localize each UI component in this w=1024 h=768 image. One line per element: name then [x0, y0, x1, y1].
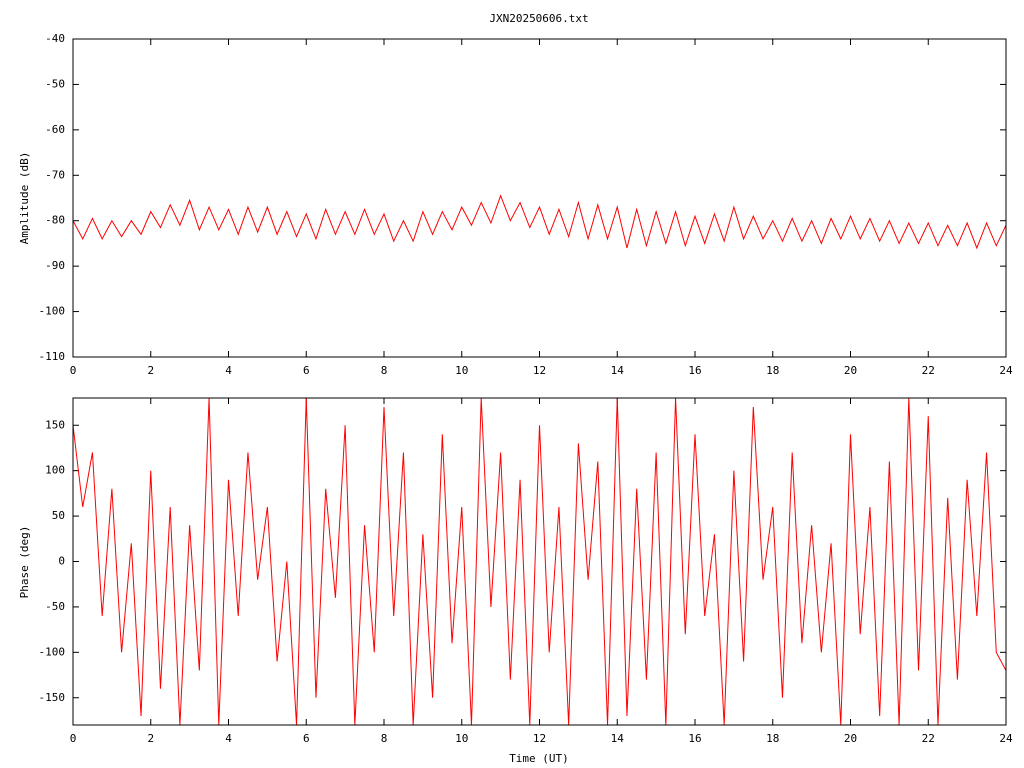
y-tick-label: -50 [45, 600, 65, 613]
x-tick-label: 2 [147, 364, 154, 377]
data-line [73, 398, 1006, 725]
x-tick-label: 14 [611, 732, 625, 745]
y-tick-label: -90 [45, 259, 65, 272]
x-tick-label: 20 [844, 364, 857, 377]
x-tick-label: 6 [303, 732, 310, 745]
y-axis-label: Phase (deg) [18, 526, 31, 599]
x-tick-label: 0 [70, 732, 77, 745]
plot-frame [72, 38, 1007, 358]
y-tick-label: -100 [39, 305, 66, 318]
plot-frame [72, 397, 1007, 726]
x-tick-label: 10 [455, 364, 468, 377]
y-tick-label: -100 [39, 645, 66, 658]
x-tick-label: 14 [611, 364, 625, 377]
x-tick-label: 18 [766, 364, 779, 377]
y-tick-label: -60 [45, 123, 65, 136]
x-tick-label: 8 [381, 732, 388, 745]
x-tick-label: 0 [70, 364, 77, 377]
x-tick-label: 24 [999, 364, 1013, 377]
y-tick-label: 50 [52, 509, 65, 522]
x-tick-label: 20 [844, 732, 857, 745]
y-tick-label: -80 [45, 214, 65, 227]
x-tick-label: 4 [225, 364, 232, 377]
y-tick-label: -110 [39, 350, 66, 363]
x-tick-label: 4 [225, 732, 232, 745]
x-axis-label: Time (UT) [509, 752, 569, 765]
x-tick-label: 2 [147, 732, 154, 745]
x-tick-label: 22 [922, 732, 935, 745]
y-tick-label: -50 [45, 77, 65, 90]
y-tick-label: -40 [45, 32, 65, 45]
x-tick-label: 22 [922, 364, 935, 377]
x-tick-label: 12 [533, 364, 546, 377]
y-tick-label: 100 [45, 464, 65, 477]
y-tick-label: 150 [45, 418, 65, 431]
x-tick-label: 16 [688, 732, 701, 745]
x-tick-label: 16 [688, 364, 701, 377]
x-tick-label: 10 [455, 732, 468, 745]
y-tick-label: -70 [45, 168, 65, 181]
x-tick-label: 12 [533, 732, 546, 745]
x-tick-label: 6 [303, 364, 310, 377]
data-line [73, 194, 1006, 250]
x-tick-label: 18 [766, 732, 779, 745]
x-tick-label: 24 [999, 732, 1013, 745]
y-tick-label: 0 [58, 555, 65, 568]
y-axis-label: Amplitude (dB) [18, 152, 31, 245]
x-tick-label: 8 [381, 364, 388, 377]
chart-title: JXN20250606.txt [489, 12, 588, 25]
y-tick-label: -150 [39, 691, 66, 704]
